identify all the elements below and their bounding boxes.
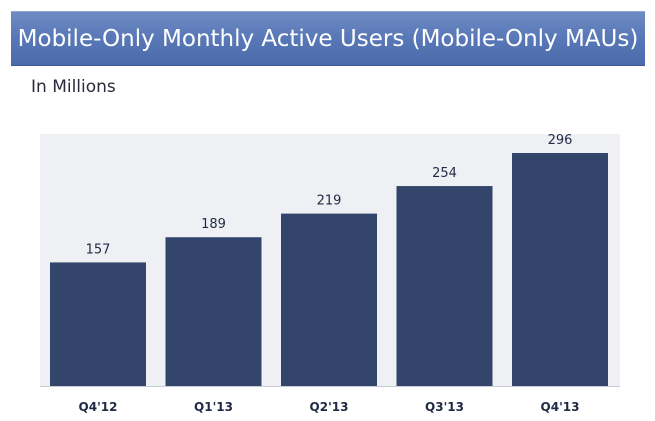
data-label-Q2'13: 219 (317, 194, 342, 209)
bar-Q1'13 (165, 237, 262, 386)
x-tick-label-Q1'13: Q1'13 (194, 400, 233, 414)
x-tick-label-Q2'13: Q2'13 (310, 400, 349, 414)
x-tick-label-Q4'13: Q4'13 (541, 400, 580, 414)
data-label-Q1'13: 189 (201, 217, 226, 232)
bar-Q4'12 (50, 262, 146, 386)
bar-series (50, 153, 608, 386)
x-tick-label-Q3'13: Q3'13 (425, 400, 464, 414)
chart-title: Mobile-Only Monthly Active Users (Mobile… (17, 26, 639, 52)
title-banner: Mobile-Only Monthly Active Users (Mobile… (11, 11, 645, 66)
data-labels: 157 189 219 254 296 (86, 133, 573, 257)
chart-subtitle: In Millions (31, 77, 116, 97)
data-label-Q4'13: 296 (548, 133, 573, 148)
data-label-Q4'12: 157 (86, 242, 111, 257)
x-tick-label-Q4'12: Q4'12 (79, 400, 118, 414)
data-label-Q3'13: 254 (432, 166, 457, 181)
bar-Q4'13 (512, 153, 608, 386)
bar-Q2'13 (281, 213, 377, 386)
bar-Q3'13 (396, 186, 493, 386)
x-axis-tick-labels: Q4'12 Q1'13 Q2'13 Q3'13 Q4'13 (79, 400, 580, 414)
